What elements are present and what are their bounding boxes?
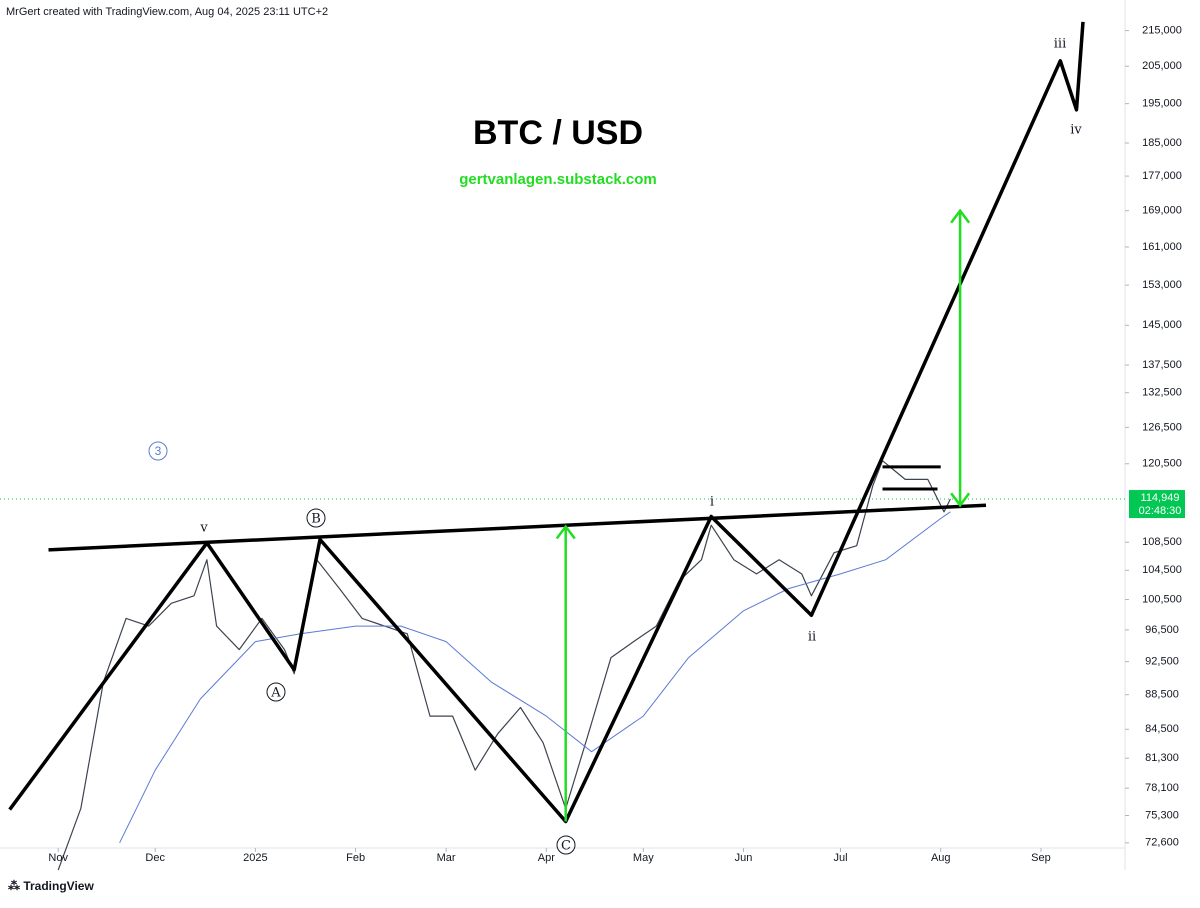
- wave-circle: [306, 508, 326, 528]
- x-tick-label: Aug: [931, 852, 951, 864]
- y-tick-label: 75,300: [1145, 809, 1179, 821]
- y-tick-label: 185,000: [1142, 137, 1182, 149]
- wave-label: iii: [1054, 37, 1066, 52]
- wave-label: B: [311, 512, 321, 527]
- y-tick-label: 120,500: [1142, 458, 1182, 470]
- y-tick-label: 137,500: [1142, 359, 1182, 371]
- series-line: [119, 511, 951, 844]
- y-tick-label: 132,500: [1142, 387, 1182, 399]
- y-tick-label: 108,500: [1142, 536, 1182, 548]
- last-price-label: 114,949: [1141, 492, 1180, 504]
- y-tick-label: 92,500: [1145, 656, 1179, 668]
- header: MrGert created with TradingView.com, Aug…: [6, 6, 328, 18]
- y-tick-label: 84,500: [1145, 723, 1179, 735]
- y-tick-label: 100,500: [1142, 593, 1182, 605]
- x-tick-label: Dec: [145, 852, 165, 864]
- y-tick-label: 104,500: [1142, 564, 1182, 576]
- footer: ⁂ TradingView: [8, 879, 94, 893]
- last-price-box: [1129, 490, 1185, 519]
- arrowhead: [555, 524, 576, 540]
- y-tick-label: 96,500: [1145, 624, 1179, 636]
- wave-label: iv: [1070, 123, 1082, 138]
- wave-label: i: [710, 495, 714, 510]
- wave-label: A: [270, 686, 281, 701]
- footer-text: TradingView: [23, 879, 94, 893]
- series-line: [57, 460, 951, 871]
- y-tick-label: 81,300: [1145, 752, 1179, 764]
- countdown-label: 02:48:30: [1139, 505, 1182, 517]
- y-tick-label: 205,000: [1142, 60, 1182, 72]
- x-tick-label: Feb: [346, 852, 365, 864]
- y-tick-label: 72,600: [1145, 837, 1179, 849]
- wave-circle: [148, 441, 168, 461]
- x-tick-label: Nov: [48, 852, 68, 864]
- x-tick-label: Jun: [735, 852, 753, 864]
- wave-label: v: [199, 521, 208, 536]
- y-tick-label: 161,000: [1142, 241, 1182, 253]
- x-tick-label: Sep: [1031, 852, 1051, 864]
- y-tick-label: 177,000: [1142, 170, 1182, 182]
- y-tick-label: 169,000: [1142, 205, 1182, 217]
- plot: [0, 21, 1125, 871]
- x-tick-label: Mar: [437, 852, 456, 864]
- y-tick-label: 145,000: [1142, 319, 1182, 331]
- arrowhead: [950, 208, 971, 224]
- wave-label: ii: [808, 630, 816, 645]
- series-line: [8, 21, 1085, 824]
- chart-subtitle: gertvanlagen.substack.com: [459, 171, 657, 188]
- y-tick-label: 195,000: [1142, 98, 1182, 110]
- y-tick-label: 78,100: [1145, 782, 1179, 794]
- y-tick-label: 126,500: [1142, 421, 1182, 433]
- wave-label: C: [561, 839, 571, 854]
- chart-title: BTC / USD: [473, 114, 643, 152]
- footer-logo: ⁂: [8, 879, 23, 893]
- wave-circle: [556, 835, 576, 855]
- y-tick-label: 215,000: [1142, 24, 1182, 36]
- x-tick-label: 2025: [243, 852, 267, 864]
- x-tick-label: May: [633, 852, 654, 864]
- arrowhead: [950, 492, 971, 508]
- x-tick-label: Apr: [538, 852, 555, 864]
- x-tick-label: Jul: [833, 852, 847, 864]
- series-line: [48, 503, 987, 552]
- wave-circle: [266, 682, 286, 702]
- y-tick-label: 88,500: [1145, 689, 1179, 701]
- y-tick-label: 153,000: [1142, 279, 1182, 291]
- wave-label: 3: [155, 444, 162, 458]
